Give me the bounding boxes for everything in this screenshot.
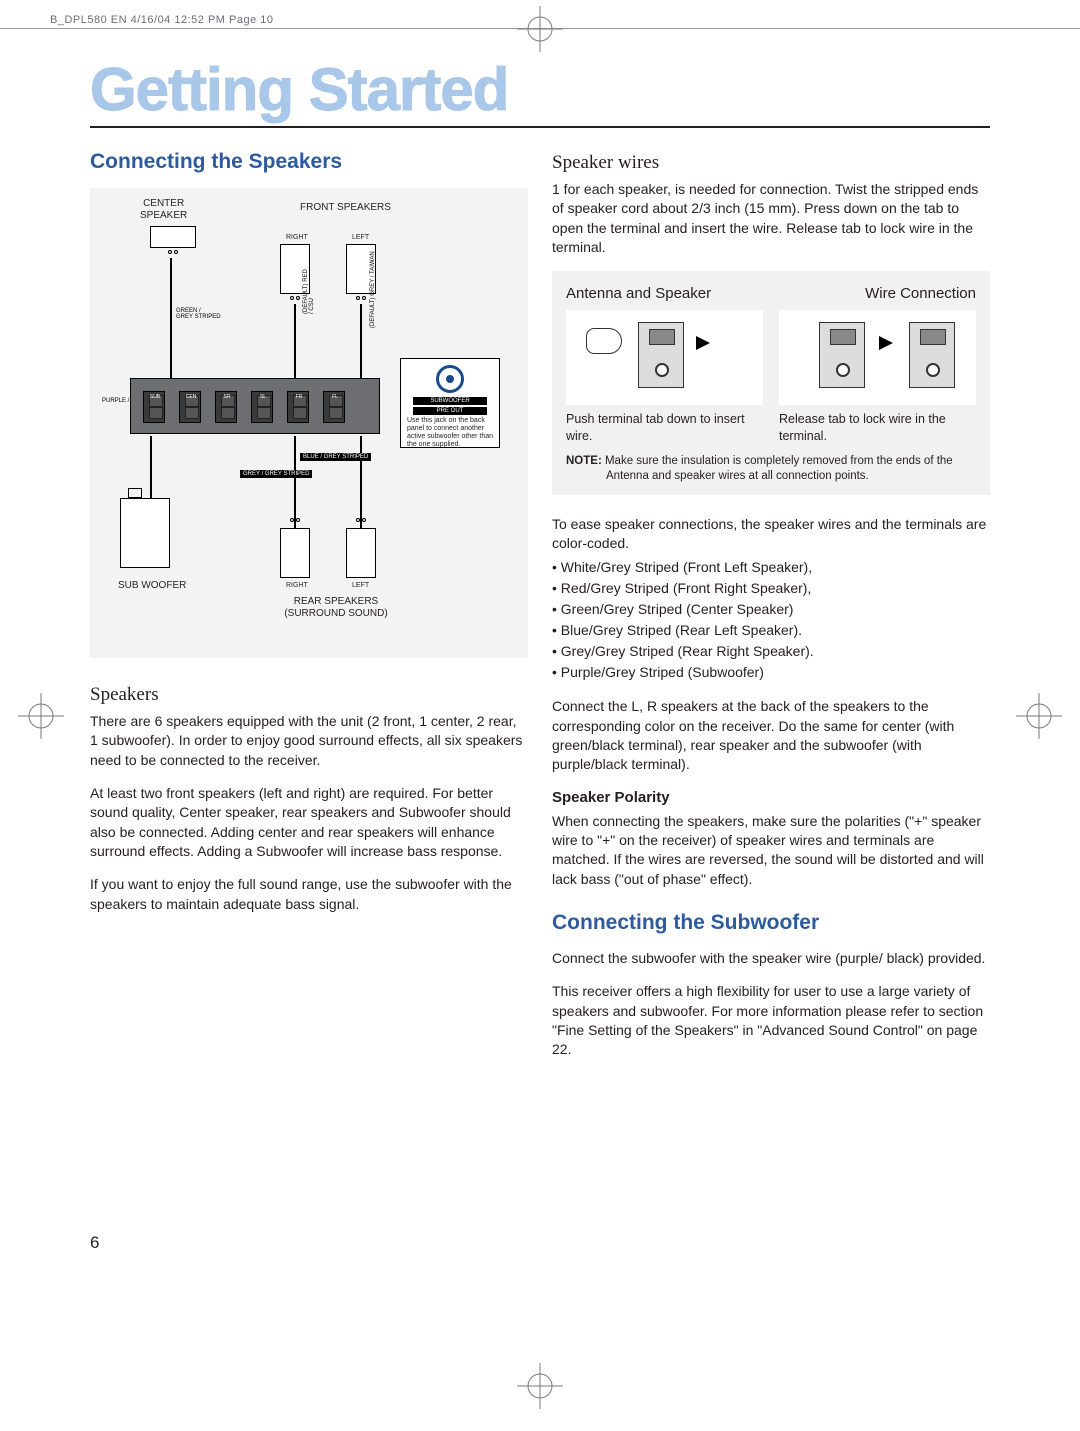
list-item: Purple/Grey Striped (Subwoofer) xyxy=(552,662,990,683)
preout-badge: PRE OUT xyxy=(413,407,487,415)
panel-caption-left: Push terminal tab down to insert wire. xyxy=(566,411,763,444)
panel-note: NOTE: Make sure the insulation is comple… xyxy=(566,454,976,485)
slot-label: SUB xyxy=(144,394,166,400)
label-green-wire: GREEN / GREY STRIPED xyxy=(176,308,221,320)
list-item: White/Grey Striped (Front Left Speaker), xyxy=(552,557,990,578)
list-item: Blue/Grey Striped (Rear Left Speaker). xyxy=(552,620,990,641)
arrow-icon xyxy=(879,336,893,350)
section-heading: Connecting the Subwoofer xyxy=(552,911,990,935)
rear-right-terminals xyxy=(280,518,310,522)
push-terminal-illustration xyxy=(566,310,763,405)
header-rule xyxy=(0,28,1080,29)
label-red-wire: (DEFAULT) RED / CSU xyxy=(303,269,315,314)
registration-mark-right xyxy=(1004,681,1074,751)
list-item: Grey/Grey Striped (Rear Right Speaker). xyxy=(552,641,990,662)
speaker-diagram: CENTER SPEAKER FRONT SPEAKERS RIGHT LEFT… xyxy=(90,188,528,658)
registration-mark-left xyxy=(6,681,76,751)
wire xyxy=(294,304,296,378)
label-left-bottom: LEFT xyxy=(352,582,369,590)
body-text: If you want to enjoy the full sound rang… xyxy=(90,875,528,914)
rear-left-terminals xyxy=(346,518,376,522)
subwoofer-icon xyxy=(120,498,170,568)
body-text: There are 6 speakers equipped with the u… xyxy=(90,712,528,770)
label-grey-wire: GREY / GREY STRIPED xyxy=(240,470,312,478)
page-title: Getting Started xyxy=(90,60,990,120)
label-rear-speakers: REAR SPEAKERS (SURROUND SOUND) xyxy=(276,596,396,619)
receiver-icon: SUB CEN SR SL FR FL xyxy=(130,378,380,434)
wire-connection-panel: Antenna and Speaker Wire Connection xyxy=(552,271,990,495)
subsection-heading: Speakers xyxy=(90,684,528,706)
rear-right-speaker-icon xyxy=(280,528,310,578)
wire xyxy=(170,258,172,378)
wire xyxy=(360,304,362,378)
arrow-icon xyxy=(696,336,710,350)
preout-badge: SUBWOOFER xyxy=(413,397,487,405)
body-text: At least two front speakers (left and ri… xyxy=(90,784,528,861)
panel-head-left: Antenna and Speaker xyxy=(566,285,711,302)
label-left-top: LEFT xyxy=(352,234,369,242)
center-speaker-icon xyxy=(150,226,196,248)
preout-text: Use this jack on the back panel to conne… xyxy=(407,417,493,449)
title-rule xyxy=(90,126,990,128)
note-text: Make sure the insulation is completely r… xyxy=(602,455,953,483)
wire-color-list: White/Grey Striped (Front Left Speaker),… xyxy=(552,557,990,683)
body-text: To ease speaker connections, the speaker… xyxy=(552,515,990,554)
list-item: Red/Grey Striped (Front Right Speaker), xyxy=(552,578,990,599)
section-heading: Connecting the Speakers xyxy=(90,150,528,174)
body-text: When connecting the speakers, make sure … xyxy=(552,812,990,889)
body-text: 1 for each speaker, is needed for connec… xyxy=(552,180,990,257)
subsection-heading-bold: Speaker Polarity xyxy=(552,789,990,806)
list-item: Green/Grey Striped (Center Speaker) xyxy=(552,599,990,620)
subwoofer-port xyxy=(128,488,142,498)
label-front-speakers: FRONT SPEAKERS xyxy=(300,202,391,214)
rca-jack-icon xyxy=(436,365,464,393)
slot-label: SR xyxy=(216,394,238,400)
subwoofer-preout-box: SUBWOOFER PRE OUT Use this jack on the b… xyxy=(400,358,500,448)
body-text: This receiver offers a high flexibility … xyxy=(552,982,990,1059)
label-blue-wire: BLUE / GREY STRIPED xyxy=(300,453,371,461)
panel-caption-right: Release tab to lock wire in the terminal… xyxy=(779,411,976,444)
rear-left-speaker-icon xyxy=(346,528,376,578)
left-column: Connecting the Speakers CENTER SPEAKER F… xyxy=(90,150,528,1073)
slot-label: SL xyxy=(252,394,274,400)
note-label: NOTE: xyxy=(566,455,602,467)
slot-label: FR xyxy=(288,394,310,400)
slot-label: CEN xyxy=(180,394,202,400)
page-number: 6 xyxy=(90,1233,99,1253)
label-right-bottom: RIGHT xyxy=(286,582,308,590)
center-terminals xyxy=(158,250,188,254)
slot-label: FL xyxy=(324,394,346,400)
hand-icon xyxy=(586,328,622,354)
body-text: Connect the L, R speakers at the back of… xyxy=(552,697,990,774)
subsection-heading: Speaker wires xyxy=(552,152,990,174)
page-content: Getting Started Connecting the Speakers … xyxy=(90,60,990,1073)
label-right-top: RIGHT xyxy=(286,234,308,242)
registration-mark-top xyxy=(505,0,575,64)
label-white-wire: (DEFAULT) GREY / TAIWAN xyxy=(370,251,376,328)
registration-mark-bottom xyxy=(505,1351,575,1421)
label-subwoofer: SUB WOOFER xyxy=(118,580,186,592)
release-terminal-illustration xyxy=(779,310,976,405)
right-column: Speaker wires 1 for each speaker, is nee… xyxy=(552,150,990,1073)
prepress-text: B_DPL580 EN 4/16/04 12:52 PM Page 10 xyxy=(50,14,273,26)
body-text: Connect the subwoofer with the speaker w… xyxy=(552,949,990,968)
prepress-header: B_DPL580 EN 4/16/04 12:52 PM Page 10 xyxy=(0,14,1080,26)
label-center-speaker: CENTER SPEAKER xyxy=(140,198,187,221)
panel-head-right: Wire Connection xyxy=(865,285,976,302)
